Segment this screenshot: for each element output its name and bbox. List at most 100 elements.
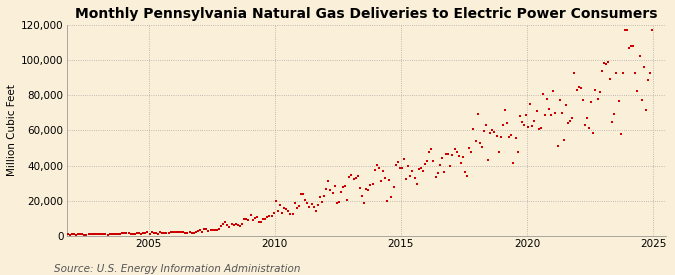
Point: [165, 230, 176, 235]
Point: [399, 157, 410, 161]
Point: [485, 130, 495, 135]
Point: [346, 173, 357, 178]
Point: [196, 229, 207, 234]
Point: [352, 174, 363, 178]
Point: [565, 119, 576, 123]
Point: [140, 231, 151, 235]
Point: [308, 205, 319, 210]
Point: [294, 204, 304, 208]
Point: [422, 159, 433, 163]
Point: [584, 125, 595, 130]
Point: [178, 230, 188, 235]
Point: [47, 233, 58, 237]
Point: [449, 147, 460, 151]
Point: [577, 98, 588, 102]
Y-axis label: Million Cubic Feet: Million Cubic Feet: [7, 84, 17, 176]
Point: [575, 86, 586, 90]
Point: [290, 201, 300, 205]
Point: [527, 123, 538, 128]
Point: [533, 126, 544, 131]
Point: [456, 161, 466, 166]
Point: [403, 163, 414, 168]
Point: [367, 182, 378, 186]
Point: [558, 138, 569, 143]
Point: [281, 207, 292, 211]
Point: [71, 232, 82, 237]
Point: [342, 197, 352, 202]
Point: [506, 132, 516, 137]
Point: [239, 217, 250, 222]
Point: [582, 116, 593, 120]
Point: [142, 230, 153, 234]
Point: [497, 123, 508, 127]
Point: [49, 233, 60, 237]
Point: [472, 112, 483, 116]
Point: [596, 69, 607, 73]
Point: [302, 201, 313, 205]
Point: [354, 186, 365, 190]
Point: [594, 90, 605, 94]
Point: [401, 177, 412, 181]
Point: [119, 231, 130, 236]
Point: [271, 199, 281, 204]
Point: [94, 232, 105, 236]
Point: [222, 223, 233, 227]
Point: [632, 89, 643, 93]
Point: [111, 232, 122, 236]
Point: [128, 232, 138, 236]
Point: [639, 65, 649, 69]
Point: [462, 174, 472, 178]
Point: [413, 167, 424, 171]
Point: [54, 233, 65, 237]
Point: [310, 208, 321, 213]
Point: [237, 222, 248, 226]
Point: [100, 232, 111, 236]
Point: [60, 233, 71, 237]
Point: [432, 171, 443, 175]
Point: [451, 150, 462, 154]
Point: [73, 232, 84, 236]
Point: [388, 185, 399, 189]
Point: [643, 77, 653, 82]
Point: [243, 218, 254, 222]
Point: [609, 112, 620, 116]
Point: [87, 232, 98, 236]
Point: [43, 233, 54, 237]
Point: [254, 220, 265, 224]
Point: [207, 228, 218, 232]
Point: [365, 182, 376, 187]
Point: [620, 28, 630, 33]
Point: [199, 227, 210, 232]
Point: [146, 230, 157, 235]
Point: [333, 200, 344, 204]
Point: [556, 111, 567, 115]
Point: [477, 145, 487, 149]
Point: [298, 191, 308, 196]
Point: [245, 213, 256, 217]
Point: [96, 232, 107, 236]
Point: [201, 227, 212, 231]
Point: [115, 231, 126, 236]
Point: [611, 70, 622, 75]
Point: [599, 61, 610, 65]
Point: [184, 230, 195, 234]
Point: [616, 132, 626, 136]
Point: [495, 135, 506, 140]
Point: [126, 232, 136, 236]
Point: [252, 215, 263, 220]
Point: [275, 203, 286, 208]
Point: [344, 175, 355, 179]
Point: [375, 179, 386, 183]
Point: [64, 232, 75, 237]
Point: [213, 227, 224, 231]
Point: [113, 232, 124, 236]
Point: [159, 231, 169, 235]
Point: [85, 232, 96, 236]
Point: [586, 100, 597, 104]
Point: [437, 156, 448, 161]
Point: [216, 224, 227, 228]
Point: [155, 230, 165, 235]
Point: [205, 228, 216, 232]
Point: [361, 186, 372, 191]
Point: [356, 194, 367, 198]
